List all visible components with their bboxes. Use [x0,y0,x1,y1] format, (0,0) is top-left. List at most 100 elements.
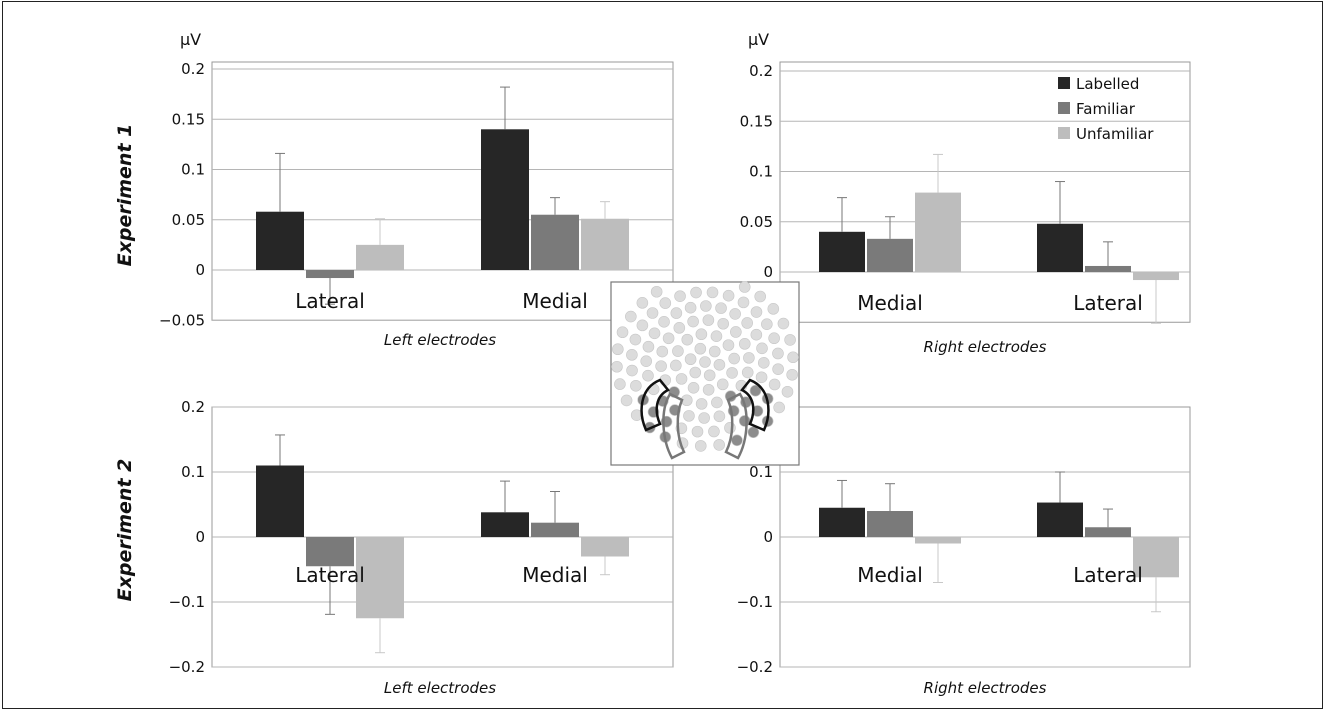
bar [1085,527,1131,537]
y-tick-label: 0 [195,528,205,546]
electrode-dot [781,385,794,398]
electrode-dot [738,281,751,293]
y-tick-label: 0.1 [749,463,773,481]
category-label: Medial [857,563,923,587]
electrode-dot [700,300,712,312]
experiment-2-label: Experiment 2 [114,459,136,602]
legend-swatch-unfamiliar [1058,127,1070,139]
y-tick-label: 0.1 [181,463,205,481]
bar [531,522,579,537]
electrode-dot [743,352,755,364]
y-tick-label: 0.1 [181,161,205,179]
electrode-dot [717,317,730,330]
bar [481,512,529,537]
electrode-dot [741,366,754,379]
bar [581,537,629,557]
y-tick-label: 0.05 [740,213,773,231]
legend-label-unfamiliar: Unfamiliar [1076,125,1154,143]
bar [356,537,404,619]
x-axis-label: Left electrodes [384,331,496,349]
electrode-dot [737,296,750,309]
y-tick-label: −0.05 [159,311,205,329]
electrode-dot [675,373,688,385]
electrode-dots [611,281,799,452]
bar [819,231,865,272]
x-axis-label: Left electrodes [384,679,496,697]
bar [481,129,529,270]
electrode-dot [670,307,683,319]
electrode-dot [772,347,784,360]
electrode-dot [687,315,699,328]
y-axis-unit-label: μV [748,30,769,49]
electrode-dot [695,328,708,341]
electrode-dot [683,410,695,422]
electrode-dot [722,289,735,302]
electrode-dot [690,286,702,299]
electrode-dot [642,369,654,382]
electrode-dot [642,340,655,353]
chart-panel-4: 0.1 0 −0.1 −0.2 Medial Lateral Right electrode… [737,406,1191,697]
y-tick-label: 0.15 [172,110,205,128]
bar [531,214,579,270]
electrode-dot [786,368,798,381]
electrode-dot [711,396,723,409]
legend: Labelled Familiar Unfamiliar [1058,75,1154,143]
category-label: Lateral [295,289,365,313]
chart-panel-1: 0.2 0.15 0.1 0.05 0 −0.05 μV Lateral Medial Left … [159,30,674,349]
electrode-dot [689,366,702,379]
y-tick-label: −0.2 [737,658,773,676]
electrode-dot [670,359,682,372]
bar [581,218,629,270]
plot-area [779,61,1191,323]
electrode-dot [713,358,726,371]
y-tick-label: 0.2 [181,60,205,78]
legend-swatch-labelled [1058,77,1070,89]
electrode-dot [612,343,624,356]
experiment-1-label: Experiment 1 [114,124,136,267]
y-tick-label: 0 [763,263,773,281]
electrode-dot [640,355,653,367]
electrode-dot [629,333,642,346]
x-axis-label: Right electrodes [924,679,1047,697]
y-axis-unit-label: μV [180,30,201,49]
electrode-dot [616,326,629,339]
bar [306,270,354,279]
electrode-dot [694,440,707,452]
electrode-dot [708,425,720,438]
electrode-dot [713,439,725,451]
category-label: Medial [857,291,923,315]
y-tick-label: 0.2 [749,62,773,80]
electrode-dot [726,367,738,379]
electrode-dot [749,384,762,397]
electrode-dot [755,371,768,384]
electrode-dot [699,356,711,368]
bar [867,511,913,537]
electrode-dot [698,412,710,424]
electrode-dot [708,345,721,358]
electrode-dot [695,398,708,410]
electrode-dot [713,410,726,423]
electrode-dot [659,297,672,309]
bar [915,537,961,544]
electrode-dot [611,360,623,373]
y-tick-label: −0.1 [737,593,773,611]
bar [356,244,404,270]
legend-label-familiar: Familiar [1076,100,1136,118]
electrode-dot [751,405,764,417]
electrode-dot [655,360,667,372]
electrode-dot [741,317,753,329]
electrode-dot [646,307,659,319]
electrode-dot [768,332,780,345]
legend-label-labelled: Labelled [1076,75,1139,93]
electrode-dot [722,339,735,351]
electrode-dot [716,378,729,391]
category-label: Medial [522,563,588,587]
y-tick-label: 0.05 [172,211,205,229]
y-tick-label: 0.15 [740,112,773,130]
electrode-dot [724,422,736,434]
bar [1085,265,1131,272]
bar [819,507,865,537]
bar [915,192,961,272]
category-label: Lateral [1073,563,1143,587]
